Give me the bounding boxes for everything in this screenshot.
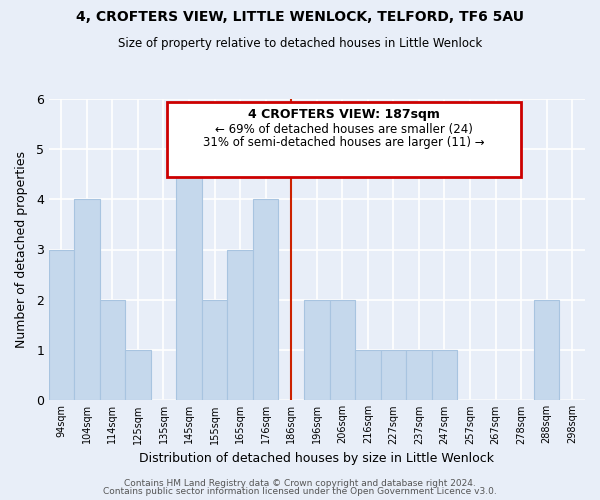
Y-axis label: Number of detached properties: Number of detached properties (15, 151, 28, 348)
Bar (304, 300, 329, 400)
Bar (74, 200, 100, 400)
Bar (432, 350, 457, 400)
Bar (125, 350, 151, 400)
Bar (176, 149, 202, 400)
Text: 4, CROFTERS VIEW, LITTLE WENLOCK, TELFORD, TF6 5AU: 4, CROFTERS VIEW, LITTLE WENLOCK, TELFOR… (76, 10, 524, 24)
Text: Contains public sector information licensed under the Open Government Licence v3: Contains public sector information licen… (103, 487, 497, 496)
X-axis label: Distribution of detached houses by size in Little Wenlock: Distribution of detached houses by size … (139, 452, 494, 465)
Text: Size of property relative to detached houses in Little Wenlock: Size of property relative to detached ho… (118, 38, 482, 51)
Text: Contains HM Land Registry data © Crown copyright and database right 2024.: Contains HM Land Registry data © Crown c… (124, 478, 476, 488)
Text: ← 69% of detached houses are smaller (24): ← 69% of detached houses are smaller (24… (215, 123, 473, 136)
Bar (49, 250, 74, 400)
Text: 4 CROFTERS VIEW: 187sqm: 4 CROFTERS VIEW: 187sqm (248, 108, 440, 121)
Bar (253, 200, 278, 400)
Bar (380, 350, 406, 400)
Bar (355, 350, 380, 400)
Bar (534, 300, 559, 400)
Bar (202, 300, 227, 400)
Bar (227, 250, 253, 400)
Text: 31% of semi-detached houses are larger (11) →: 31% of semi-detached houses are larger (… (203, 136, 484, 149)
Bar (329, 300, 355, 400)
Bar (100, 300, 125, 400)
Bar (406, 350, 432, 400)
